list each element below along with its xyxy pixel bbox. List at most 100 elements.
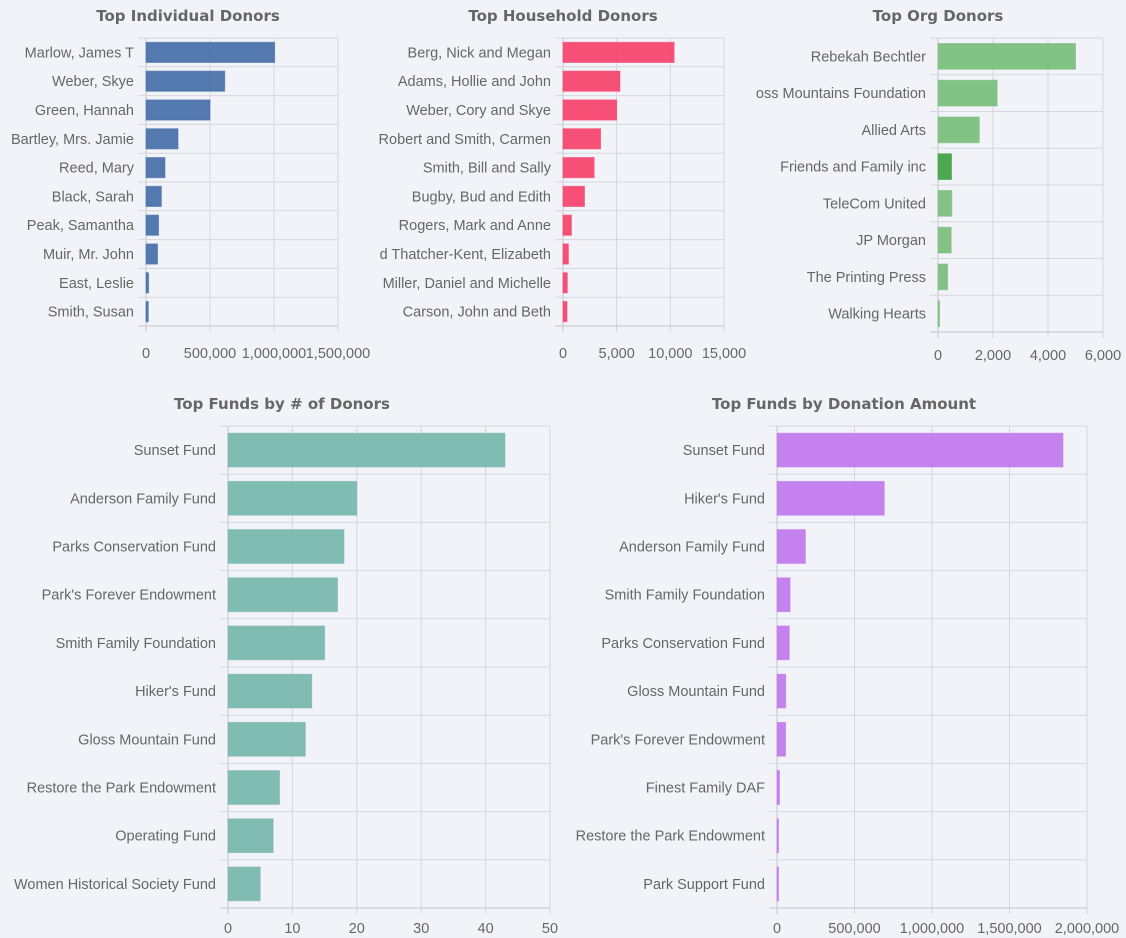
bar-5 [227, 625, 326, 661]
x-tick-label: 10,000 [648, 346, 692, 362]
category-label: Weber, Cory and Skye [406, 103, 551, 119]
category-labels: Marlow, James T Weber, Skye Green, Hannah B… [11, 45, 135, 320]
category-label: Green, Hannah [35, 103, 134, 119]
chart-4: Top Funds by # of Donors 0 10 20 30 40 50 Sunse… [14, 395, 558, 937]
x-tick-label: 4,000 [1030, 348, 1066, 364]
chart-title: Top Funds by Donation Amount [712, 395, 976, 413]
bar-4 [776, 577, 791, 613]
category-label: East, Leslie [59, 276, 134, 292]
bar-3 [776, 529, 806, 564]
x-tick-label: 2,000 [975, 348, 1011, 364]
x-tick-label: 1,500,000 [977, 921, 1042, 937]
category-labels: Sunset Fund Hiker's Fund Anderson Family F… [576, 443, 766, 893]
bar-1 [937, 43, 1076, 70]
category-label: Gloss Mountain Fund [78, 732, 216, 748]
category-label: Operating Fund [115, 829, 216, 845]
chart-title: Top Household Donors [468, 7, 657, 25]
bar-8 [937, 300, 940, 327]
bar-7 [776, 721, 787, 757]
bar-9 [562, 272, 568, 294]
x-tick-label: 500,000 [828, 921, 880, 937]
x-tick-label: 0 [224, 921, 232, 937]
bar-1 [562, 41, 675, 63]
bar-4 [937, 153, 952, 180]
category-label: Hiker's Fund [135, 684, 216, 700]
bar-2 [562, 70, 621, 92]
bar-6 [937, 226, 952, 254]
x-tick-label: 10 [284, 921, 300, 937]
bar-5 [776, 625, 790, 661]
category-label: Anderson Family Fund [619, 540, 765, 556]
bar-6 [562, 185, 585, 207]
category-label: Walking Hearts [828, 307, 926, 323]
bar-8 [227, 770, 281, 805]
bar-10 [562, 301, 568, 323]
bar-5 [145, 157, 166, 179]
bar-1 [145, 41, 276, 63]
x-tick-label: 1,500,000 [306, 346, 371, 362]
category-label: Adams, Hollie and John [398, 74, 551, 90]
x-tick-label: 2,000,000 [1055, 921, 1120, 937]
x-tick-label: 15,000 [702, 346, 746, 362]
category-label: Sunset Fund [134, 443, 216, 459]
bar-9 [227, 818, 274, 854]
category-label: Carson, John and Beth [403, 305, 551, 321]
x-tick-label: 40 [478, 921, 494, 937]
x-tick-label: 6,000 [1085, 348, 1121, 364]
category-labels: Berg, Nick and Megan Adams, Hollie and Jo… [379, 45, 552, 320]
chart-2: Top Household Donors 0 5,000 10,000 15,000 Be… [379, 7, 747, 362]
category-label: Park Support Fund [643, 877, 765, 893]
bar-10 [776, 866, 779, 902]
bar-7 [937, 263, 949, 291]
x-tick-label: 0 [934, 348, 942, 364]
bar-6 [227, 673, 313, 709]
bar-9 [776, 818, 779, 854]
x-tick-label: 30 [413, 921, 429, 937]
bar-8 [145, 243, 159, 265]
category-label: oss Mountains Foundation [756, 86, 926, 102]
category-label: Parks Conservation Fund [52, 540, 216, 556]
category-label: Restore the Park Endowment [27, 781, 216, 797]
bar-7 [562, 214, 572, 236]
category-label: Marlow, James T [25, 45, 134, 61]
category-label: Bugby, Bud and Edith [412, 189, 551, 205]
bar-2 [145, 70, 226, 92]
x-tick-label: 5,000 [599, 346, 635, 362]
bar-4 [145, 128, 179, 150]
bar-10 [227, 866, 261, 902]
bar-7 [145, 214, 160, 236]
bar-5 [937, 190, 953, 217]
bar-2 [776, 480, 885, 516]
category-label: Hiker's Fund [684, 491, 765, 507]
category-label: Berg, Nick and Megan [408, 45, 551, 61]
bar-7 [227, 721, 306, 757]
category-label: The Printing Press [807, 270, 926, 286]
chart-5: Top Funds by Donation Amount 0 500,000 1,00… [576, 395, 1120, 937]
category-label: Park's Forever Endowment [591, 732, 765, 748]
x-tick-label: 0 [142, 346, 150, 362]
bar-4 [227, 577, 338, 613]
category-labels: Rebekah Bechtler oss Mountains Foundation… [756, 49, 926, 322]
chart-title: Top Org Donors [873, 7, 1004, 25]
x-tick-label: 0 [773, 921, 781, 937]
bar-4 [562, 128, 602, 150]
category-label: Smith Family Foundation [605, 588, 765, 604]
bar-6 [145, 185, 162, 207]
category-label: Sunset Fund [683, 443, 765, 459]
chart-1: Top Individual Donors 0 500,000 1,000,000 1,… [11, 7, 370, 362]
bar-3 [937, 116, 980, 144]
category-label: Women Historical Society Fund [14, 877, 216, 893]
x-tick-label: 50 [542, 921, 558, 937]
category-label: Peak, Samantha [27, 218, 135, 234]
category-label: Park's Forever Endowment [42, 588, 216, 604]
category-label: d Thatcher-Kent, Elizabeth [380, 247, 551, 263]
category-label: Allied Arts [862, 123, 926, 139]
bar-2 [937, 79, 998, 107]
bar-3 [562, 99, 618, 121]
bar-1 [227, 432, 506, 468]
category-label: Bartley, Mrs. Jamie [11, 132, 134, 148]
category-label: Rogers, Mark and Anne [399, 218, 551, 234]
category-label: Smith, Bill and Sally [423, 161, 552, 177]
x-tick-label: 20 [349, 921, 365, 937]
bar-9 [145, 272, 150, 294]
